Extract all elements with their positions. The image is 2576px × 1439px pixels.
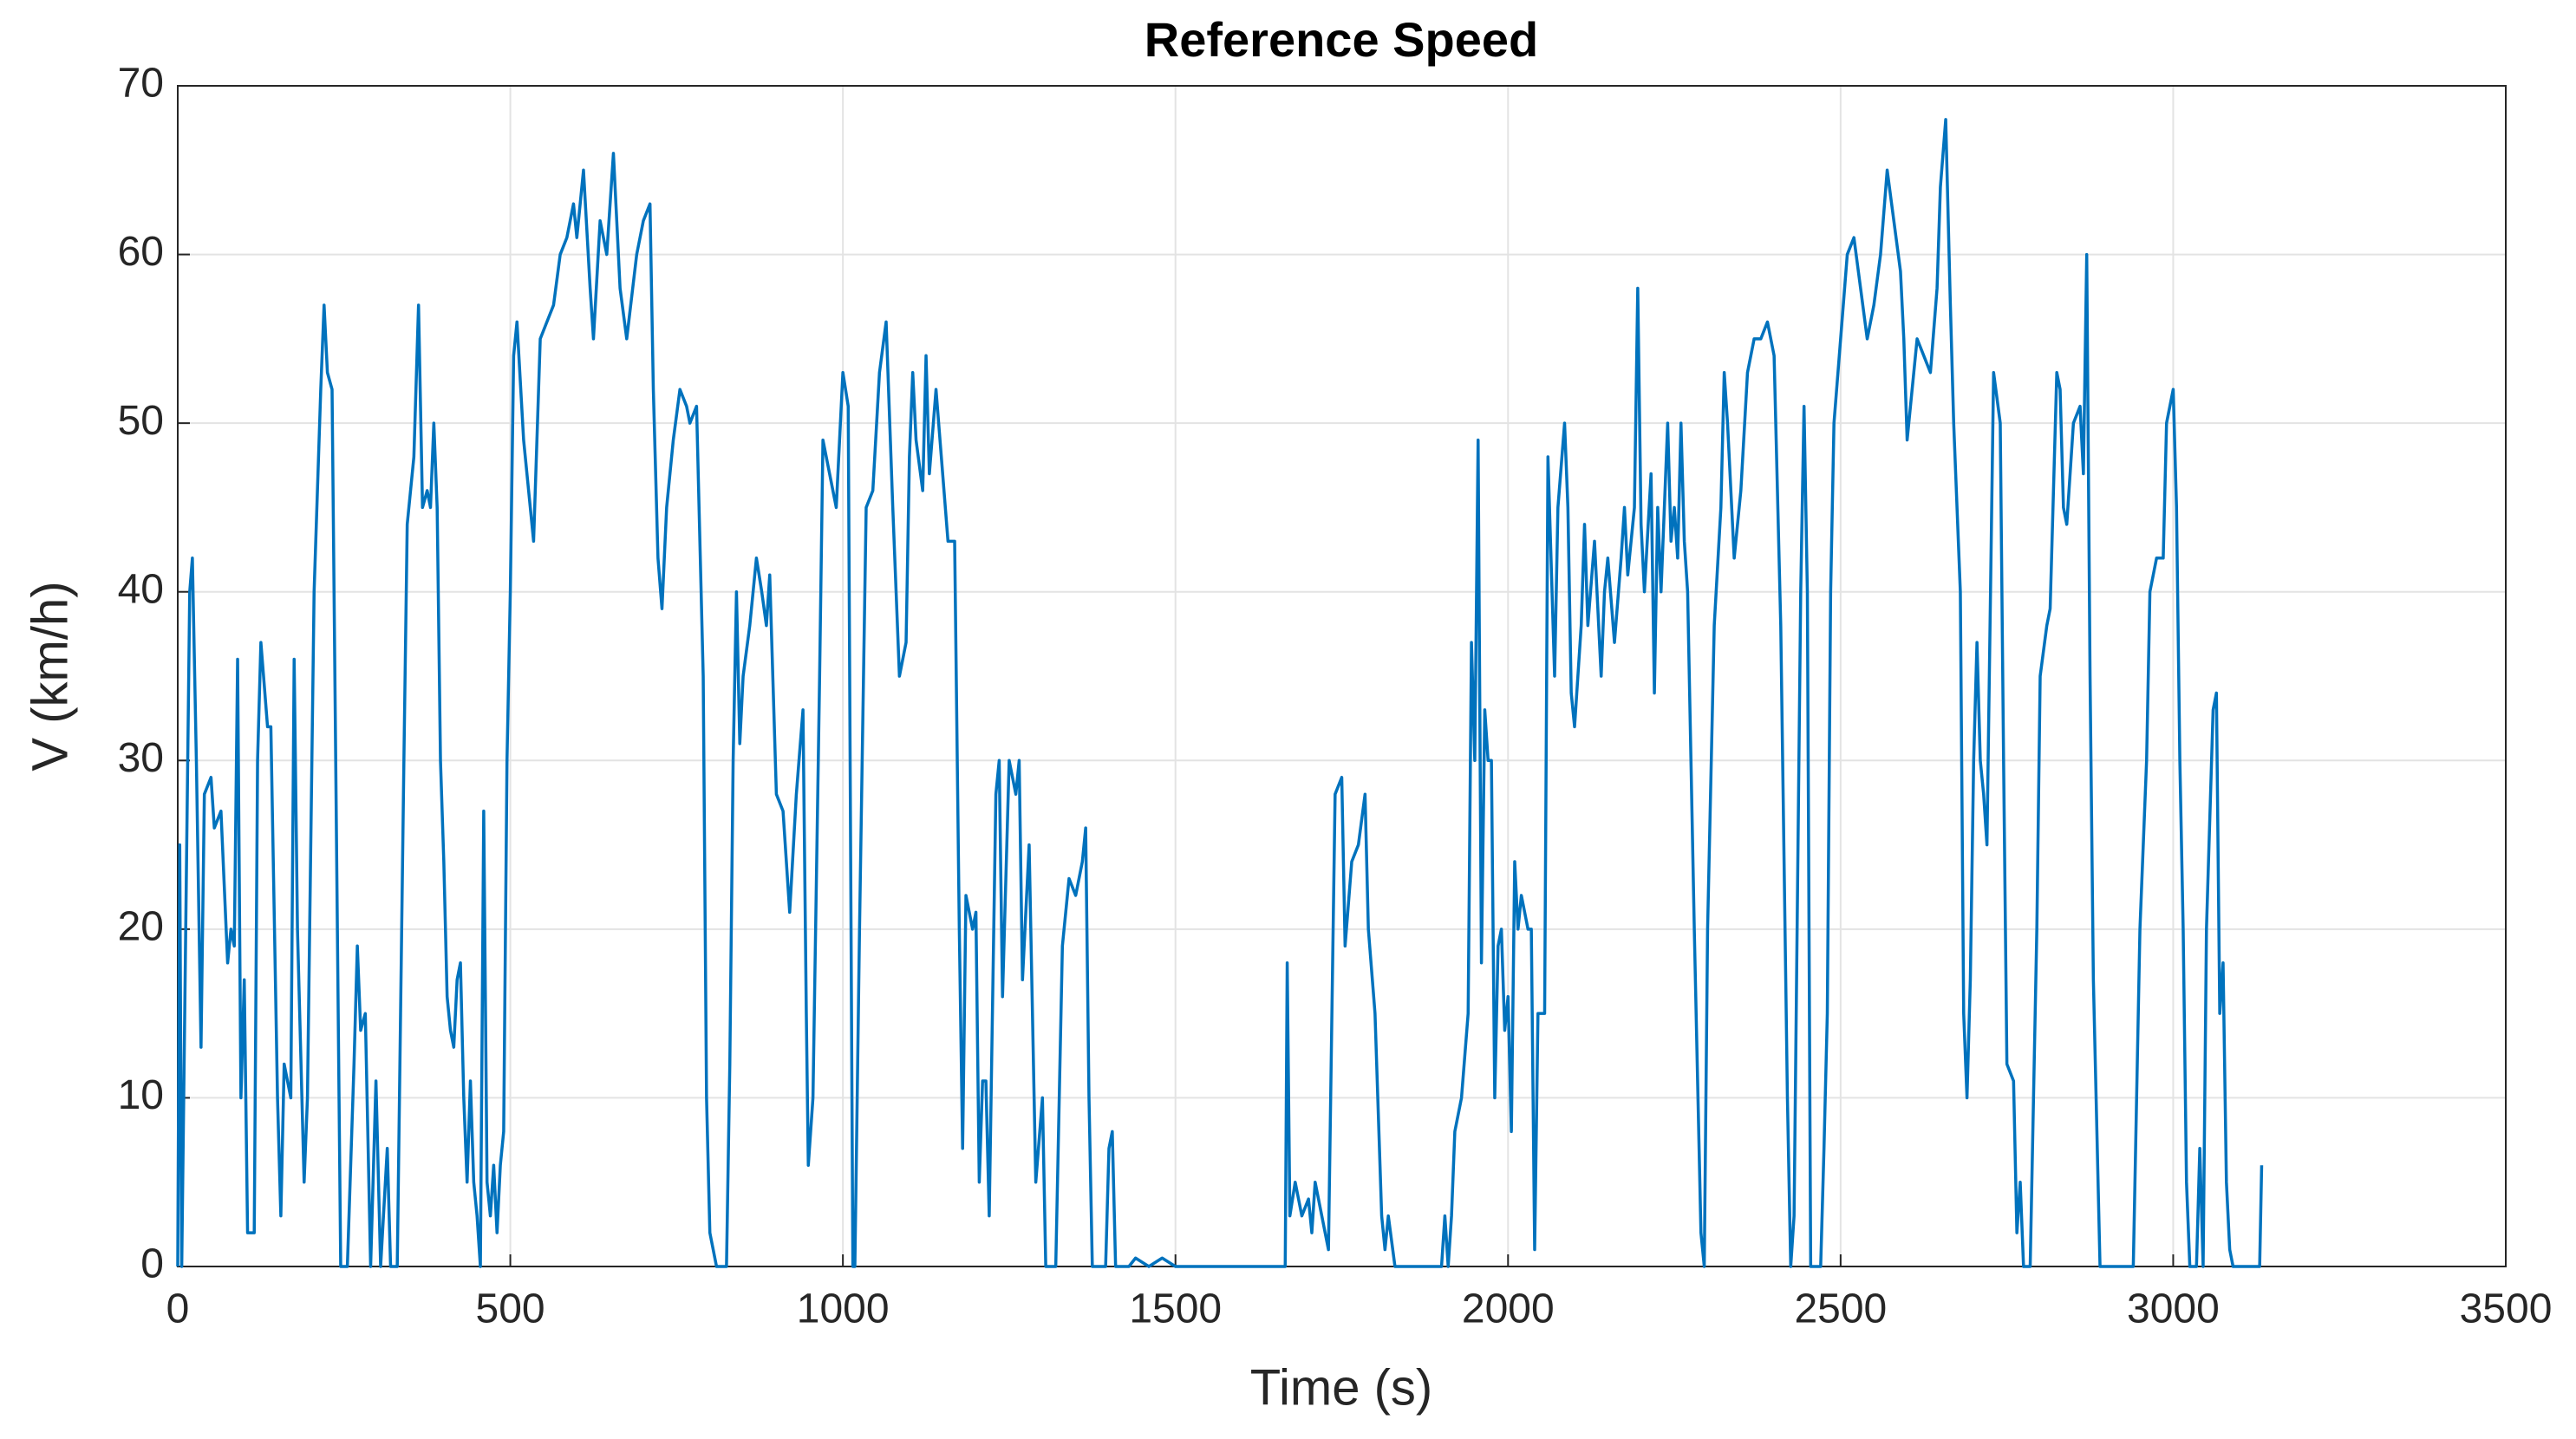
y-tick-label: 70 [118,61,164,107]
y-tick-label: 50 [118,398,164,444]
x-tick-label: 2500 [1794,1286,1887,1332]
x-tick-label: 1500 [1129,1286,1222,1332]
x-axis-label: Time (s) [1250,1359,1432,1416]
y-tick-label: 0 [140,1241,164,1287]
chart-title: Reference Speed [1145,12,1538,67]
x-tick-label: 0 [166,1286,190,1332]
x-tick-label: 500 [476,1286,545,1332]
y-tick-label: 30 [118,735,164,781]
x-tick-label: 3500 [2460,1286,2553,1332]
x-tick-label: 2000 [1462,1286,1555,1332]
y-tick-label: 60 [118,229,164,275]
data-line [176,118,2264,1268]
y-tick-label: 40 [118,566,164,612]
x-tick-label: 1000 [797,1286,890,1332]
y-tick-label: 20 [118,904,164,950]
y-tick-label: 10 [118,1072,164,1118]
plot-area [178,86,2506,1266]
y-axis-label: V (km/h) [22,581,78,771]
x-tick-label: 3000 [2127,1286,2220,1332]
axes-box [177,85,2507,1267]
